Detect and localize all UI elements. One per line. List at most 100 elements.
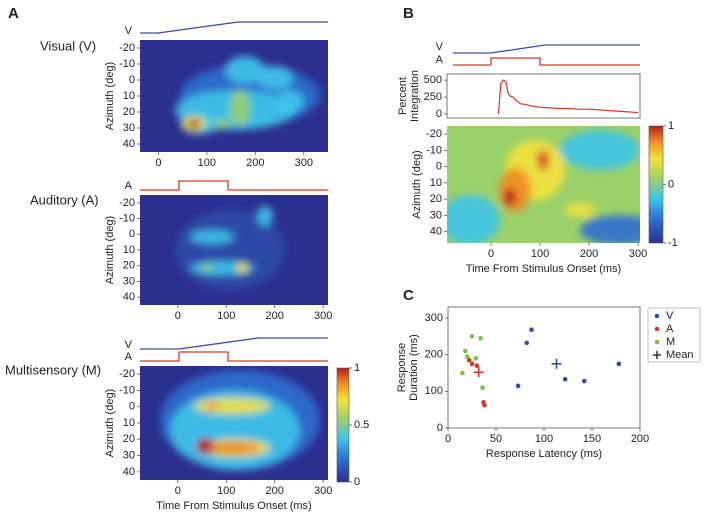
legend-label: V <box>666 310 674 322</box>
y-tick-label: 40 <box>430 226 442 238</box>
stim-trace <box>453 44 640 54</box>
heatmap-blobs <box>160 370 320 470</box>
x-tick-label: 200 <box>246 157 264 169</box>
x-tick-label: 0 <box>155 157 161 169</box>
colorbar <box>336 367 350 483</box>
stim-trace <box>140 21 328 34</box>
y-tick-label: 20 <box>123 260 135 272</box>
heat-blob <box>196 438 214 454</box>
x-tick-label: 0 <box>488 248 494 260</box>
x-tick-label: 300 <box>314 485 332 497</box>
stim-trace <box>140 351 328 362</box>
point <box>482 402 487 408</box>
y-tick-label: 500 <box>424 74 442 86</box>
x-tick-label: 100 <box>531 248 549 260</box>
heat-blob <box>204 442 260 454</box>
point <box>462 348 468 354</box>
legend-marker <box>654 326 660 332</box>
heatmap <box>447 130 640 243</box>
heat-blob <box>537 150 549 170</box>
mean-marker <box>551 358 562 369</box>
legend-marker <box>654 339 660 345</box>
x-tick-label: 200 <box>631 433 649 445</box>
y-tick-label: 40 <box>123 291 135 303</box>
y-tick-label: 10 <box>123 417 135 429</box>
point <box>469 361 475 367</box>
point <box>473 356 479 361</box>
colorbar-tick-label: 1 <box>668 120 674 132</box>
heatmap <box>175 206 285 290</box>
plot-frame <box>446 73 641 119</box>
x-tick-label: 0 <box>445 433 451 445</box>
heat-blob <box>447 195 500 243</box>
point <box>469 334 475 339</box>
y-tick-label: 100 <box>425 385 443 397</box>
point <box>478 335 483 341</box>
point <box>562 376 568 382</box>
y-axis-label: Azimuth (deg) <box>104 62 116 130</box>
colorbar <box>648 125 664 244</box>
y-axis-label: Azimuth (deg) <box>104 389 116 457</box>
x-axis-label: Response Latency (ms) <box>486 448 602 460</box>
y-tick-label: -20 <box>119 42 135 54</box>
point <box>474 363 480 368</box>
x-tick-label: 300 <box>295 157 313 169</box>
y-tick-label: -20 <box>119 197 135 209</box>
y-tick-label: 250 <box>424 91 442 103</box>
heat-blob <box>225 56 265 84</box>
x-tick-label: 0 <box>175 310 181 322</box>
line <box>497 79 639 114</box>
x-axis-label: Time From Stimulus Onset (ms) <box>156 500 311 512</box>
colorbar-tick-label: 0.5 <box>354 419 369 431</box>
x-tick-label: 100 <box>217 310 235 322</box>
point <box>582 378 587 384</box>
y-tick-label: 0 <box>437 422 443 434</box>
heatmap <box>175 56 320 134</box>
y-tick-label: 0 <box>436 108 442 120</box>
y-tick-label: 300 <box>425 312 443 324</box>
x-axis-label: Time From Stimulus Onset (ms) <box>466 263 621 275</box>
y-tick-label: 0 <box>129 74 135 86</box>
colorbar-tick-label: 0 <box>668 178 674 190</box>
y-axis-label: Azimuth (deg) <box>104 216 116 284</box>
stim-label: A <box>125 351 133 363</box>
x-tick-label: 200 <box>266 485 284 497</box>
panel-label: B <box>403 5 414 22</box>
y-tick-label: 10 <box>430 177 442 189</box>
heatmap-blobs <box>175 206 285 290</box>
panel-title: Multisensory (M) <box>5 362 101 377</box>
y-axis-label: Duration (ms) <box>408 334 420 401</box>
point <box>524 340 530 346</box>
colorbar-tick-label: 0 <box>354 476 360 488</box>
heat-blob <box>202 264 212 272</box>
heat-blob <box>276 90 304 114</box>
stim-label: A <box>436 54 444 66</box>
stim-label: V <box>125 25 133 37</box>
y-tick-label: 20 <box>123 433 135 445</box>
heat-blob <box>560 130 640 170</box>
y-tick-label: -10 <box>119 212 135 224</box>
heat-blob <box>190 230 234 244</box>
y-tick-label: -10 <box>119 58 135 70</box>
stim-label: V <box>436 41 444 53</box>
panel-title: Visual (V) <box>40 38 96 53</box>
y-tick-label: 20 <box>123 106 135 118</box>
y-tick-label: 0 <box>436 161 442 173</box>
y-tick-label: 20 <box>430 193 442 205</box>
heat-blob <box>580 215 640 243</box>
stim-trace <box>453 57 640 66</box>
point <box>466 357 472 363</box>
y-tick-label: 0 <box>129 401 135 413</box>
point <box>464 354 470 359</box>
point <box>616 361 622 367</box>
y-tick-label: 0 <box>129 228 135 240</box>
heat-blob <box>499 168 531 212</box>
y-tick-label: 10 <box>123 244 135 256</box>
heatmap-blobs <box>175 56 320 134</box>
x-tick-label: 200 <box>580 248 598 260</box>
y-tick-label: 40 <box>123 138 135 150</box>
x-tick-label: 0 <box>175 485 181 497</box>
legend-marker <box>653 351 661 359</box>
heat-blob <box>206 402 218 410</box>
